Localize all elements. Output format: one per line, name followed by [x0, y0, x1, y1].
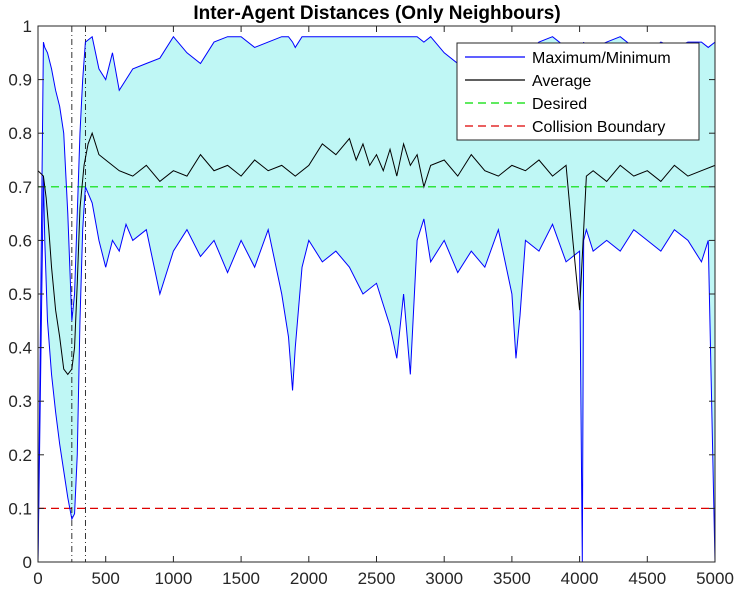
legend-label: Maximum/Minimum: [532, 50, 671, 67]
x-tick-label: 3500: [493, 569, 531, 588]
y-tick-label: 1: [23, 17, 32, 36]
legend: Maximum/Minimum Average Desired Collision B…: [456, 42, 700, 141]
x-tick-label: 1000: [154, 569, 192, 588]
x-tick-label: 2000: [290, 569, 328, 588]
y-tick-label: 0.4: [8, 339, 32, 358]
y-tick-label: 0.2: [8, 446, 32, 465]
axes: 0 500 1000 1500 2000 2500 3000 3500 4000 4500 5000…: [8, 17, 734, 588]
y-tick-label: 0: [23, 553, 32, 572]
legend-label: Desired: [532, 96, 587, 113]
minimum-line: [37, 176, 716, 563]
y-tick-label: 0.3: [8, 392, 32, 411]
chart-title: Inter-Agent Distances (Only Neighbours): [193, 3, 560, 24]
legend-box: [456, 42, 700, 141]
y-tick-label: 0.6: [8, 231, 32, 250]
y-tick-label: 0.5: [8, 285, 32, 304]
y-tick-label: 0.8: [8, 124, 32, 143]
x-tick-label: 500: [92, 569, 120, 588]
x-tick-label: 4000: [561, 569, 599, 588]
average-line: [37, 131, 716, 376]
y-tick-label: 0.1: [8, 499, 32, 518]
x-tick-label: 0: [33, 569, 42, 588]
x-tick-label: 5000: [696, 569, 734, 588]
x-tick-label: 2500: [358, 569, 396, 588]
legend-label: Collision Boundary: [532, 119, 665, 136]
y-tick-label: 0.7: [8, 178, 32, 197]
x-tick-label: 4500: [628, 569, 666, 588]
x-tick-label: 1500: [222, 569, 260, 588]
legend-label: Average: [532, 73, 591, 90]
y-tick-label: 0.9: [8, 71, 32, 90]
x-tick-label: 3000: [425, 569, 463, 588]
